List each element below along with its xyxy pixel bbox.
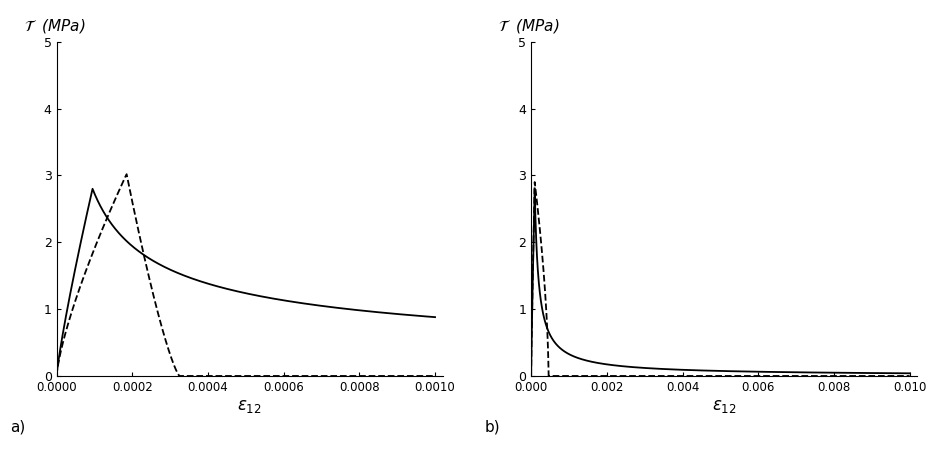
Text: b): b) xyxy=(485,419,500,434)
Text: $\mathcal{T}$  (MPa): $\mathcal{T}$ (MPa) xyxy=(24,17,85,35)
Text: a): a) xyxy=(10,419,25,434)
Text: $\mathcal{T}$  (MPa): $\mathcal{T}$ (MPa) xyxy=(498,17,560,35)
X-axis label: $\epsilon_{12}$: $\epsilon_{12}$ xyxy=(237,397,261,414)
X-axis label: $\epsilon_{12}$: $\epsilon_{12}$ xyxy=(712,397,736,414)
